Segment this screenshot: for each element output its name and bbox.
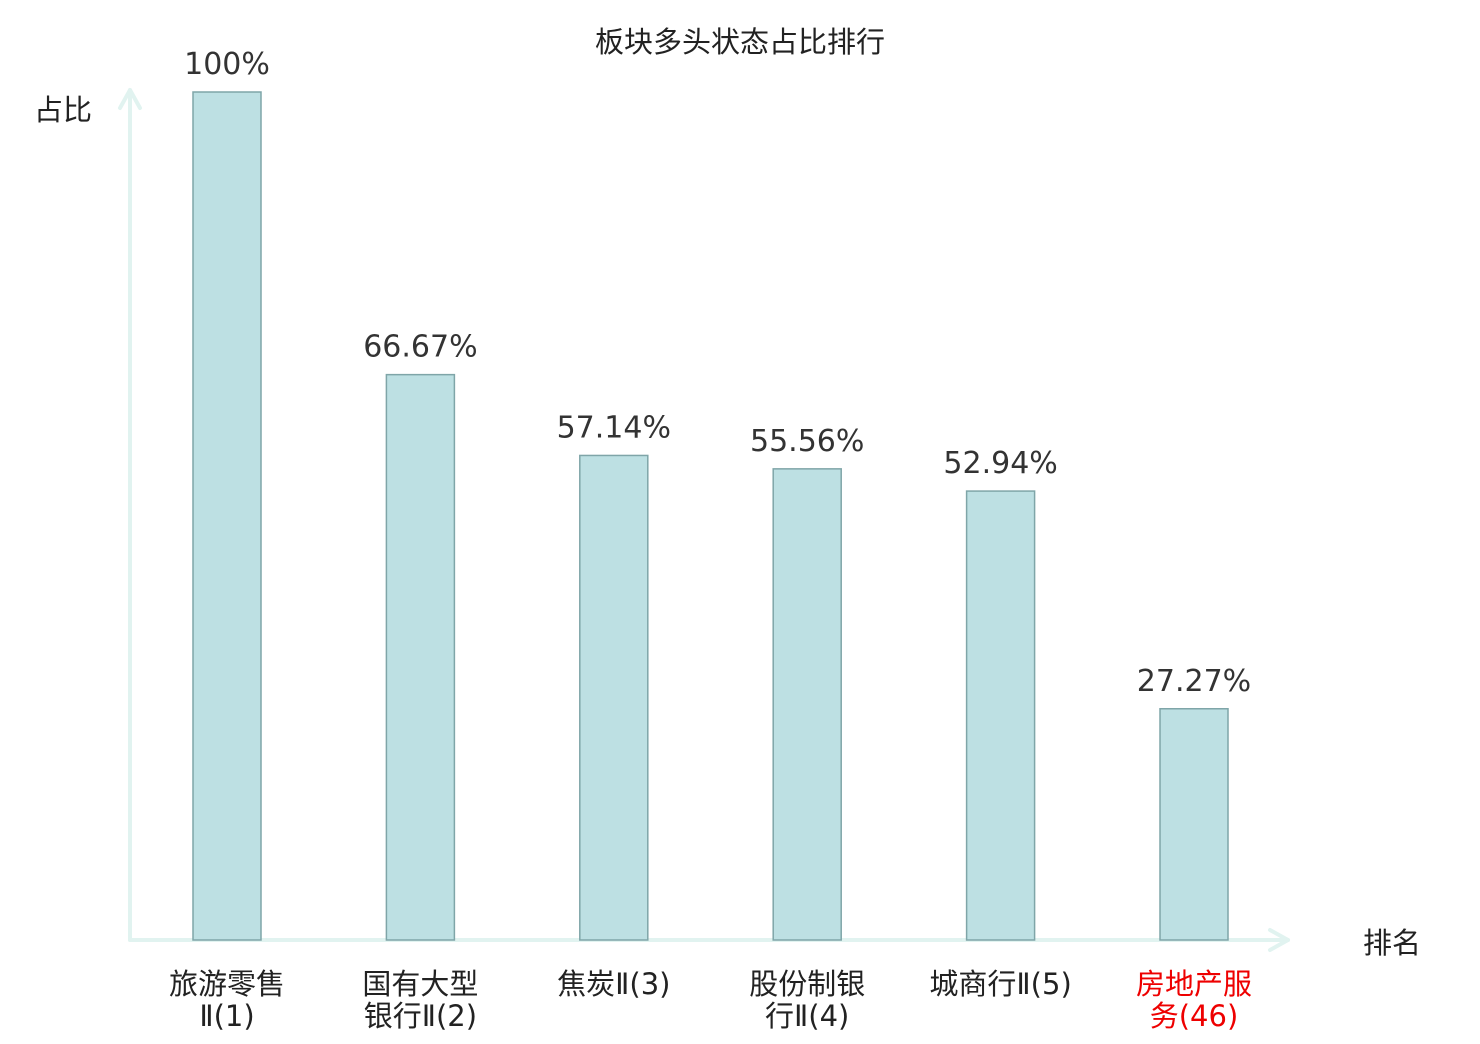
value-labels-group: 100% 66.67% 57.14% 55.56% 52.94% 27.27% [184, 47, 1251, 699]
value-label: 55.56% [750, 424, 864, 459]
value-label: 100% [184, 47, 270, 82]
axes [118, 88, 1290, 952]
y-axis-label: 占比 [34, 93, 92, 127]
category-label: 焦炭Ⅱ(3) [557, 967, 670, 1001]
category-label: 旅游零售 [169, 967, 285, 1001]
bar [192, 91, 262, 941]
category-label: 务(46) [1150, 999, 1239, 1033]
value-label: 57.14% [557, 410, 671, 445]
value-label: 27.27% [1137, 664, 1251, 699]
bar [965, 490, 1036, 941]
category-label: 股份制银 [749, 967, 865, 1001]
chart-title: 板块多头状态占比排行 [595, 25, 885, 59]
bar [385, 373, 456, 941]
value-label: 52.94% [943, 446, 1057, 481]
value-label: 66.67% [363, 330, 477, 365]
bar [1159, 708, 1229, 941]
category-label: 国有大型 [362, 967, 478, 1001]
category-label: Ⅱ(1) [199, 999, 254, 1033]
bar [772, 468, 842, 941]
x-axis-arrow [1268, 928, 1290, 952]
x-axis-label: 排名 [1363, 926, 1421, 960]
category-label: 城商行Ⅱ(5) [929, 967, 1071, 1001]
bar [579, 454, 649, 941]
bars-group [192, 91, 1229, 941]
category-label: 银行Ⅱ(2) [364, 999, 477, 1033]
category-label: 房地产服 [1136, 967, 1252, 1001]
y-axis-arrow [118, 88, 142, 110]
category-label: 行Ⅱ(4) [765, 999, 849, 1033]
